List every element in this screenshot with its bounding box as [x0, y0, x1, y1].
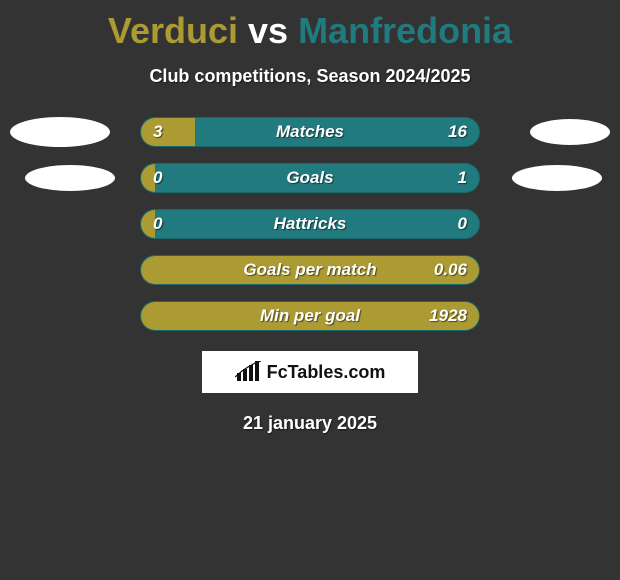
stat-right-value: 0.06 — [434, 256, 467, 284]
stat-bar: Goals per match0.06 — [140, 255, 480, 285]
stat-right-value: 16 — [448, 118, 467, 146]
stat-label: Matches — [141, 118, 479, 146]
stat-bar: 3Matches16 — [140, 117, 480, 147]
stat-right-value: 0 — [458, 210, 467, 238]
stat-right-value: 1 — [458, 164, 467, 192]
title-left-team: Verduci — [108, 10, 238, 51]
stat-right-value: 1928 — [429, 302, 467, 330]
brand-badge: FcTables.com — [202, 351, 418, 393]
decorative-oval — [10, 117, 110, 147]
stat-label: Goals — [141, 164, 479, 192]
decorative-oval — [512, 165, 602, 191]
stat-label: Hattricks — [141, 210, 479, 238]
stat-bars: 3Matches160Goals10Hattricks0Goals per ma… — [140, 117, 480, 347]
decorative-oval — [530, 119, 610, 145]
title-vs: vs — [248, 10, 288, 51]
stat-bar: 0Hattricks0 — [140, 209, 480, 239]
title-right-team: Manfredonia — [298, 10, 512, 51]
page-title: Verduci vs Manfredonia — [0, 0, 620, 52]
brand-text: FcTables.com — [267, 362, 386, 383]
stat-bar: Min per goal1928 — [140, 301, 480, 331]
stat-label: Goals per match — [141, 256, 479, 284]
date-text: 21 january 2025 — [0, 413, 620, 434]
stat-bar: 0Goals1 — [140, 163, 480, 193]
brand-chart-icon — [235, 361, 261, 383]
subtitle: Club competitions, Season 2024/2025 — [0, 66, 620, 87]
decorative-oval — [25, 165, 115, 191]
